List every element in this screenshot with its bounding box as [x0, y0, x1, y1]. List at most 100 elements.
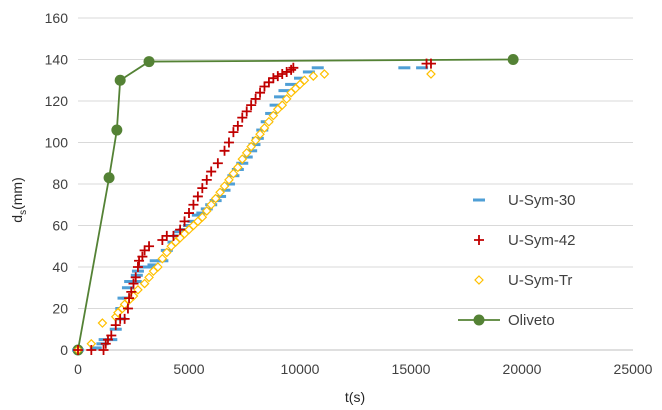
data-point	[137, 251, 148, 262]
y-tick-label: 160	[45, 10, 69, 26]
data-point	[212, 158, 223, 169]
x-tick-label: 5000	[173, 361, 204, 377]
data-point	[219, 145, 230, 156]
data-point	[126, 286, 137, 297]
data-point	[206, 199, 217, 210]
legend-label: U-Sym-30	[508, 192, 576, 209]
data-point	[241, 148, 252, 158]
data-point	[237, 112, 248, 123]
data-point	[285, 82, 298, 86]
y-axis-title-subscript: s	[18, 210, 29, 215]
data-point	[255, 129, 265, 140]
data-point	[507, 54, 519, 65]
gridlines	[78, 17, 633, 309]
data-point	[278, 89, 291, 93]
data-point	[89, 346, 102, 350]
data-point	[219, 181, 230, 191]
legend-marker	[474, 235, 484, 245]
data-point	[73, 345, 83, 355]
data-point	[223, 137, 234, 148]
data-point	[426, 69, 436, 79]
y-axis-title-unit: (mm)	[9, 177, 25, 210]
data-point	[294, 76, 306, 80]
series-line	[77, 58, 514, 351]
data-point	[246, 141, 257, 152]
data-point	[286, 64, 297, 75]
data-point	[86, 345, 97, 355]
data-point	[250, 93, 261, 104]
data-point	[153, 262, 163, 272]
data-point	[122, 303, 133, 314]
data-point	[179, 216, 190, 227]
data-point	[161, 247, 172, 258]
data-point	[192, 191, 203, 202]
data-point	[319, 69, 330, 79]
legend-item: U-Sym-30	[473, 192, 576, 209]
data-point	[277, 100, 288, 110]
data-point	[215, 187, 225, 198]
data-point	[299, 75, 310, 86]
y-axis-title: ds(mm)	[9, 177, 29, 222]
series-u-sym-42	[73, 58, 436, 355]
data-point	[206, 166, 217, 177]
data-point	[416, 66, 429, 70]
data-point	[197, 183, 208, 194]
data-point	[124, 293, 135, 304]
y-tick-label: 60	[52, 218, 68, 234]
data-point	[241, 106, 252, 117]
x-tick-label: 20000	[503, 361, 542, 377]
data-point	[144, 272, 154, 283]
data-point	[111, 124, 123, 136]
data-point	[114, 74, 126, 86]
data-point	[228, 168, 239, 179]
data-point	[274, 95, 287, 99]
data-point	[106, 330, 117, 341]
data-point	[281, 66, 292, 77]
legend-marker	[473, 198, 485, 202]
y-axis-title-main: d	[9, 215, 25, 223]
data-point	[197, 212, 208, 223]
x-tick-label: 15000	[392, 361, 431, 377]
data-point	[268, 110, 279, 121]
y-tick-label: 100	[45, 135, 69, 151]
y-tick-label: 20	[52, 301, 68, 317]
data-point	[110, 320, 121, 331]
data-point	[149, 259, 162, 263]
data-point	[168, 230, 179, 241]
legend-label: Oliveto	[508, 312, 555, 329]
data-point	[250, 135, 261, 146]
x-tick-label: 25000	[614, 361, 653, 377]
x-axis-title: t(s)	[345, 389, 365, 405]
legend-marker	[474, 275, 484, 285]
data-point	[157, 253, 168, 264]
y-tick-labels: 0 20 40 60 80 100 120 140 160	[45, 10, 69, 358]
x-tick-label: 0	[74, 361, 82, 377]
y-tick-label: 40	[52, 259, 68, 275]
legend-label: U-Sym-Tr	[508, 272, 572, 289]
data-point	[269, 103, 282, 107]
legend-item: U-Sym-42	[474, 232, 576, 249]
series-u-sym-tr	[73, 69, 436, 355]
series-oliveto	[72, 54, 519, 356]
x-tick-labels: 0 5000 10000 15000 20000 25000	[74, 361, 653, 377]
data-point	[130, 273, 143, 277]
data-point	[139, 278, 150, 289]
data-point	[201, 174, 212, 185]
data-point	[277, 69, 288, 80]
data-point	[191, 213, 204, 217]
data-point	[97, 318, 108, 328]
data-point	[188, 199, 199, 210]
data-point	[264, 116, 274, 127]
data-point	[144, 241, 155, 252]
legend-item: Oliveto	[458, 312, 555, 329]
data-point	[255, 87, 266, 98]
data-point	[119, 313, 130, 324]
data-point	[398, 66, 411, 70]
legend-marker	[473, 314, 485, 326]
data-point	[288, 62, 299, 73]
data-point	[237, 154, 248, 164]
data-point	[228, 127, 239, 138]
legend-label: U-Sym-42	[508, 232, 576, 249]
data-point	[248, 143, 261, 147]
